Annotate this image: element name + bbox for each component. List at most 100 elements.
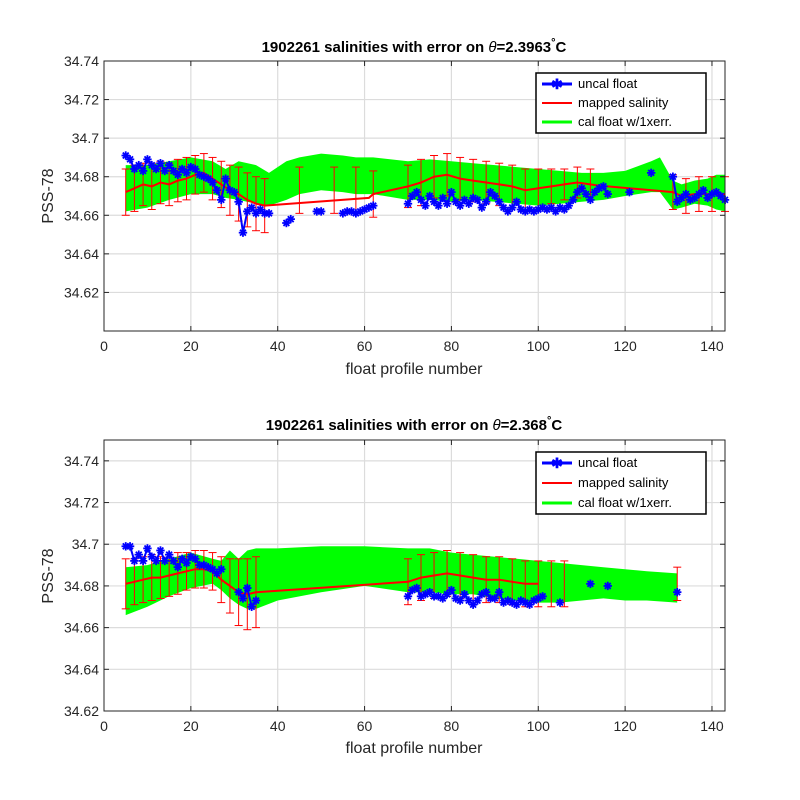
bottom-uncal-point (125, 542, 135, 551)
top-uncal-point (134, 160, 143, 170)
top-uncal-point (681, 189, 691, 199)
top-uncal-point (442, 199, 452, 208)
bottom-uncal-point (156, 546, 165, 555)
top-uncal-point (625, 187, 634, 197)
top-ytick-label: 34.66 (64, 207, 99, 223)
top-xtick-label: 140 (700, 338, 724, 354)
bottom-uncal-point (143, 544, 152, 553)
bottom-ytick-label: 34.66 (64, 620, 99, 636)
bottom-uncal-point (130, 556, 139, 566)
top-uncal-point (447, 187, 456, 197)
bottom-uncal-point (490, 594, 500, 603)
legend-uncal-label: uncal float (578, 455, 638, 470)
top-uncal-point (564, 201, 573, 210)
top-uncal-point (577, 184, 586, 193)
bottom-axes-box (103, 439, 726, 712)
top-uncal-point (490, 191, 500, 201)
bottom-xtick-label: 120 (613, 718, 637, 734)
top-error-bar (330, 166, 339, 214)
top-uncal-point (234, 197, 243, 206)
top-uncal-point (512, 197, 521, 206)
top-uncal-point (477, 203, 487, 212)
top-uncal-point (173, 170, 183, 179)
bottom-uncal-point (447, 585, 456, 595)
top-ytick-label: 34.72 (64, 92, 99, 108)
top-uncal-point (429, 197, 439, 206)
top-ylabel: PSS-78 (40, 168, 57, 223)
legend-cal-label: cal float w/1xerr. (578, 114, 672, 129)
top-legend: ✱ uncal float mapped salinity cal float … (535, 72, 707, 134)
bottom-uncal-point (586, 579, 595, 589)
bottom-uncal-point (182, 558, 191, 568)
top-ytick-label: 34.68 (64, 169, 99, 185)
top-uncal-point (581, 189, 591, 199)
top-xtick-label: 40 (270, 338, 286, 354)
top-uncal-point (455, 201, 465, 210)
legend-uncal-label: uncal float (578, 76, 638, 91)
legend-cal-label: cal float w/1xerr. (578, 495, 672, 510)
bottom-error-bar (547, 560, 556, 608)
top-uncal-point (156, 159, 165, 168)
top-uncal-point (412, 187, 421, 197)
top-uncal-point (230, 187, 239, 197)
top-uncal-point (143, 155, 152, 164)
top-uncal-point (481, 197, 491, 206)
bottom-uncal-point (603, 581, 612, 591)
bottom-uncal-point (243, 583, 252, 593)
top-uncal-point (212, 186, 222, 195)
bottom-plot: 1902261 salinities with error on θ=2.368… (40, 415, 726, 757)
top-uncal-point (190, 164, 200, 174)
top-ytick-label: 34.62 (64, 284, 99, 300)
bottom-uncal-point (460, 590, 469, 599)
bottom-xtick-label: 40 (270, 718, 286, 734)
top-xtick-label: 80 (444, 338, 460, 354)
top-uncal-point (151, 164, 161, 174)
bottom-uncal-point (217, 565, 226, 574)
top-error-bar (121, 168, 130, 216)
bottom-xtick-label: 100 (527, 718, 551, 734)
bottom-uncal-point (169, 556, 178, 566)
bottom-error-bar (560, 560, 569, 608)
bottom-uncal-point (412, 583, 421, 593)
top-xtick-label: 120 (613, 338, 637, 354)
top-ticks: 0 20 40 60 80 100 120 140 34.62 34.64 34.66 34.68 34… (64, 53, 725, 354)
top-uncal-point (316, 207, 326, 216)
bottom-xtick-label: 0 (100, 718, 108, 734)
bottom-uncal-point (247, 602, 256, 611)
top-uncal-point (221, 174, 230, 183)
top-uncal-point (208, 178, 217, 187)
top-uncal-point (473, 195, 482, 205)
top-uncal-point (416, 195, 426, 205)
top-ytick-label: 34.74 (64, 53, 99, 69)
top-xtick-label: 0 (100, 338, 108, 354)
legend-uncal-marker: ✱ (551, 76, 563, 92)
top-uncal-point (699, 186, 708, 195)
top-xtick-label: 60 (357, 338, 373, 354)
bottom-uncal-point (538, 592, 547, 601)
bottom-uncal-point (234, 587, 243, 597)
bottom-ytick-label: 34.7 (72, 536, 99, 552)
bottom-uncal-point (464, 596, 473, 605)
bottom-xtick-label: 140 (700, 718, 724, 734)
top-uncal-point (286, 214, 295, 224)
top-uncal-point (403, 199, 413, 208)
top-uncal-point (425, 191, 434, 201)
top-uncal-point (421, 201, 430, 210)
top-ytick-label: 34.64 (64, 246, 99, 262)
bottom-legend: ✱ uncal float mapped salinity cal float … (535, 451, 707, 515)
bottom-uncal-series (121, 542, 682, 611)
top-ytick-label: 34.7 (72, 130, 99, 146)
bottom-xtick-label: 80 (444, 718, 460, 734)
bottom-ytick-label: 34.64 (64, 661, 99, 677)
top-error-bar (295, 166, 304, 214)
top-uncal-point (125, 155, 135, 164)
top-uncal-point (434, 201, 443, 210)
top-xtick-label: 20 (183, 338, 199, 354)
top-uncal-point (138, 166, 148, 176)
legend-mapped-label: mapped salinity (578, 95, 669, 110)
top-uncal-point (464, 199, 473, 208)
top-uncal-point (217, 195, 226, 205)
top-uncal-point (438, 193, 447, 203)
top-uncal-point (668, 172, 678, 181)
bottom-plot-title: 1902261 salinities with error on θ=2.368… (266, 415, 563, 434)
